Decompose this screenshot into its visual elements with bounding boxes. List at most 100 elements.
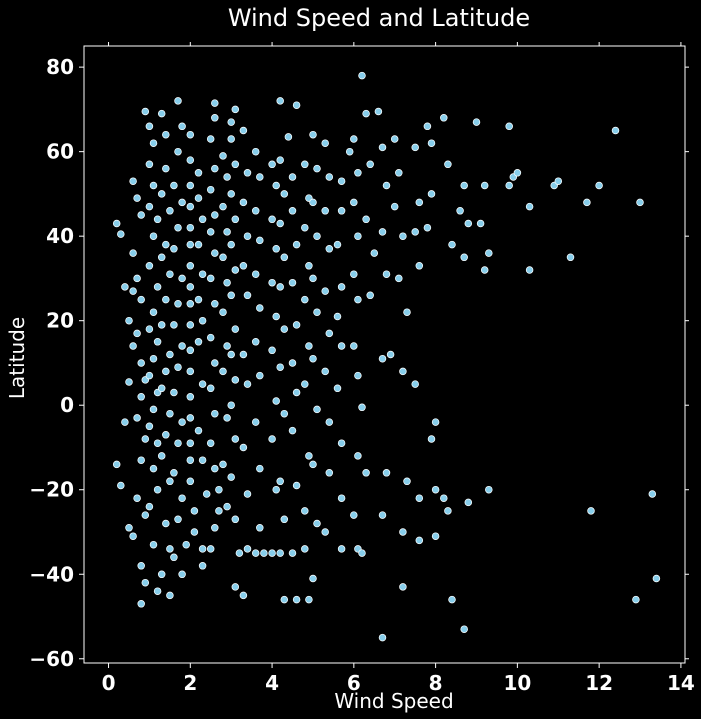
data-point bbox=[178, 198, 186, 207]
data-point bbox=[170, 181, 178, 190]
data-point bbox=[145, 422, 154, 431]
data-point bbox=[157, 570, 166, 579]
data-point bbox=[129, 249, 137, 257]
data-point bbox=[256, 173, 264, 181]
data-point bbox=[186, 223, 195, 232]
data-point bbox=[174, 97, 182, 105]
data-point bbox=[280, 325, 289, 333]
data-point bbox=[448, 595, 456, 604]
x-tick-label: 14 bbox=[667, 671, 695, 695]
data-point bbox=[415, 494, 424, 502]
data-point bbox=[198, 215, 207, 224]
data-point bbox=[112, 460, 121, 469]
data-point bbox=[321, 139, 329, 147]
data-point bbox=[427, 190, 436, 198]
data-point bbox=[272, 485, 280, 494]
data-point bbox=[309, 198, 317, 207]
data-point bbox=[178, 342, 186, 350]
data-point bbox=[403, 308, 411, 316]
data-point bbox=[350, 270, 358, 278]
data-point bbox=[206, 274, 215, 283]
data-point bbox=[157, 384, 166, 393]
data-point bbox=[366, 291, 374, 300]
data-point bbox=[305, 342, 313, 350]
data-point bbox=[276, 477, 284, 486]
x-tick-label: 0 bbox=[102, 671, 116, 695]
data-point bbox=[186, 367, 195, 376]
data-point bbox=[292, 595, 301, 604]
data-point bbox=[166, 350, 174, 359]
data-point bbox=[256, 464, 264, 473]
data-point bbox=[276, 283, 284, 291]
data-point bbox=[219, 308, 227, 316]
data-point bbox=[223, 173, 231, 181]
data-point bbox=[206, 545, 215, 553]
data-point bbox=[239, 198, 248, 207]
data-point bbox=[292, 240, 301, 249]
data-point bbox=[427, 139, 436, 147]
data-point bbox=[378, 511, 387, 519]
data-point bbox=[133, 494, 141, 502]
data-point bbox=[276, 97, 284, 105]
data-point bbox=[301, 223, 309, 232]
data-point bbox=[288, 359, 297, 367]
data-point bbox=[162, 431, 170, 439]
data-point bbox=[427, 435, 436, 443]
data-point bbox=[272, 397, 280, 405]
data-point bbox=[362, 469, 370, 477]
data-point bbox=[202, 490, 211, 498]
data-point bbox=[411, 143, 419, 152]
data-point bbox=[153, 215, 162, 224]
data-point bbox=[186, 181, 195, 190]
data-point bbox=[456, 207, 464, 215]
data-point bbox=[137, 211, 145, 219]
y-axis-ticks: −60 −40 −20 0 20 40 60 80 bbox=[29, 55, 689, 671]
data-point bbox=[243, 291, 252, 300]
data-point bbox=[231, 515, 240, 524]
data-point bbox=[231, 105, 240, 114]
data-point bbox=[399, 528, 407, 536]
data-point bbox=[117, 230, 125, 238]
data-point bbox=[129, 287, 137, 295]
data-point bbox=[268, 346, 276, 355]
data-point bbox=[178, 122, 186, 131]
data-point bbox=[415, 262, 424, 270]
data-point bbox=[587, 507, 595, 515]
data-point bbox=[251, 270, 260, 278]
data-point bbox=[219, 367, 227, 376]
data-point bbox=[354, 371, 362, 380]
data-point bbox=[374, 107, 383, 116]
data-point bbox=[415, 198, 424, 207]
data-point bbox=[268, 215, 276, 224]
data-point bbox=[211, 409, 219, 418]
data-point bbox=[231, 583, 240, 591]
data-point bbox=[337, 545, 346, 553]
data-point bbox=[170, 388, 178, 397]
data-point bbox=[198, 316, 207, 325]
data-point bbox=[149, 354, 158, 363]
data-point bbox=[321, 207, 329, 215]
data-point bbox=[174, 223, 182, 232]
data-point bbox=[239, 350, 248, 359]
data-point bbox=[350, 511, 358, 519]
data-point bbox=[211, 99, 219, 107]
data-point bbox=[480, 266, 489, 274]
data-point bbox=[431, 532, 440, 540]
data-point bbox=[292, 388, 301, 397]
data-point bbox=[358, 403, 366, 412]
data-point bbox=[337, 207, 346, 215]
data-point bbox=[358, 549, 366, 557]
data-point bbox=[305, 452, 313, 460]
x-tick-label: 4 bbox=[265, 671, 279, 695]
data-point bbox=[186, 130, 195, 139]
data-point bbox=[137, 562, 145, 570]
data-point bbox=[415, 536, 424, 545]
data-point bbox=[444, 160, 452, 169]
data-point bbox=[354, 452, 362, 460]
data-point bbox=[276, 549, 284, 557]
data-point bbox=[370, 249, 379, 257]
x-tick-label: 2 bbox=[183, 671, 197, 695]
data-point bbox=[206, 135, 215, 143]
data-point bbox=[337, 283, 346, 291]
data-point bbox=[145, 122, 154, 131]
